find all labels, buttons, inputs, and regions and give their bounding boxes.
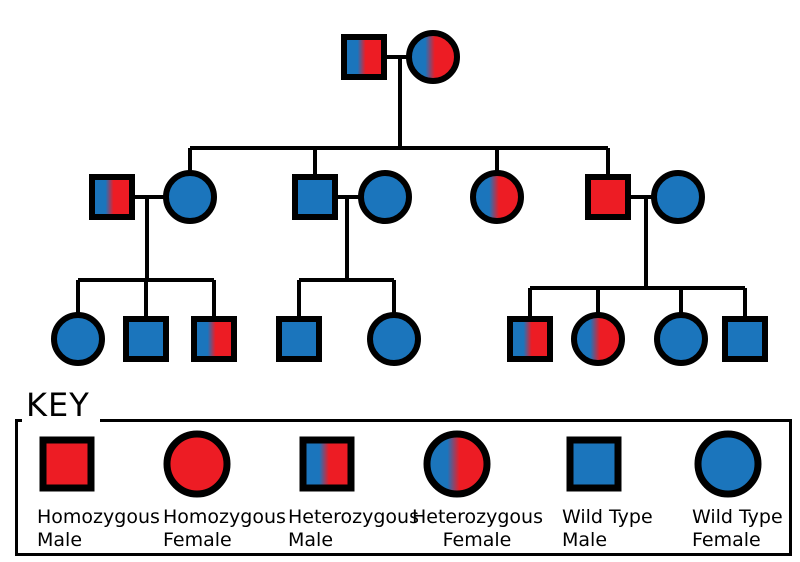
key-symbol-wildtype-male	[566, 436, 622, 492]
key-title: KEY	[22, 389, 100, 424]
key-label-line: Homozygous	[37, 506, 160, 528]
pedigree-node-III-6	[507, 316, 553, 362]
key-label-line: Female	[442, 529, 512, 551]
key-symbol-heterozygous-female	[423, 430, 491, 498]
key-label-line: Wild Type	[692, 506, 783, 528]
pedigree-node-III-1	[51, 312, 105, 366]
key-symbol-wildtype-female	[694, 430, 762, 498]
key-symbol-homozygous-male	[39, 436, 95, 492]
key-label-line: Female	[692, 529, 761, 551]
key-label-line: Wild Type	[562, 506, 653, 528]
key-label-homozygous-female: Homozygous Female	[163, 506, 286, 552]
pedigree-node-III-7	[571, 312, 625, 366]
pedigree-node-II-5	[470, 170, 524, 224]
key-label-line: Female	[163, 529, 232, 551]
key-symbol-heterozygous-male	[299, 436, 355, 492]
pedigree-node-III-8	[654, 312, 708, 366]
pedigree-node-II-4	[358, 170, 412, 224]
key-label-homozygous-male: Homozygous Male	[37, 506, 160, 552]
key-label-line: Heterozygous	[288, 506, 419, 528]
pedigree-node-II-6	[585, 174, 631, 220]
key-label-line: Homozygous	[163, 506, 286, 528]
key-label-heterozygous-female: Heterozygous Female	[412, 506, 543, 552]
key-label-line: Male	[288, 529, 334, 551]
key-label-heterozygous-male: Heterozygous Male	[288, 506, 419, 552]
pedigree-node-III-2	[123, 316, 169, 362]
key-label-line: Male	[562, 529, 608, 551]
key-label-wild-type-female: Wild Type Female	[692, 506, 783, 552]
pedigree-node-III-5	[367, 312, 421, 366]
pedigree-node-II-1	[89, 174, 135, 220]
pedigree-node-II-7	[651, 170, 705, 224]
key-box	[15, 419, 792, 556]
pedigree-node-III-9	[722, 316, 768, 362]
pedigree-node-III-4	[276, 316, 322, 362]
pedigree-node-III-3	[191, 316, 237, 362]
pedigree-node-II-3	[292, 174, 338, 220]
key-symbol-homozygous-female	[163, 430, 231, 498]
key-label-wild-type-male: Wild Type Male	[562, 506, 653, 552]
pedigree-node-II-2	[163, 170, 217, 224]
key-label-line: Heterozygous	[412, 506, 543, 528]
key-label-line: Male	[37, 529, 83, 551]
pedigree-node-I-1	[341, 34, 387, 80]
pedigree-node-I-2	[406, 30, 460, 84]
